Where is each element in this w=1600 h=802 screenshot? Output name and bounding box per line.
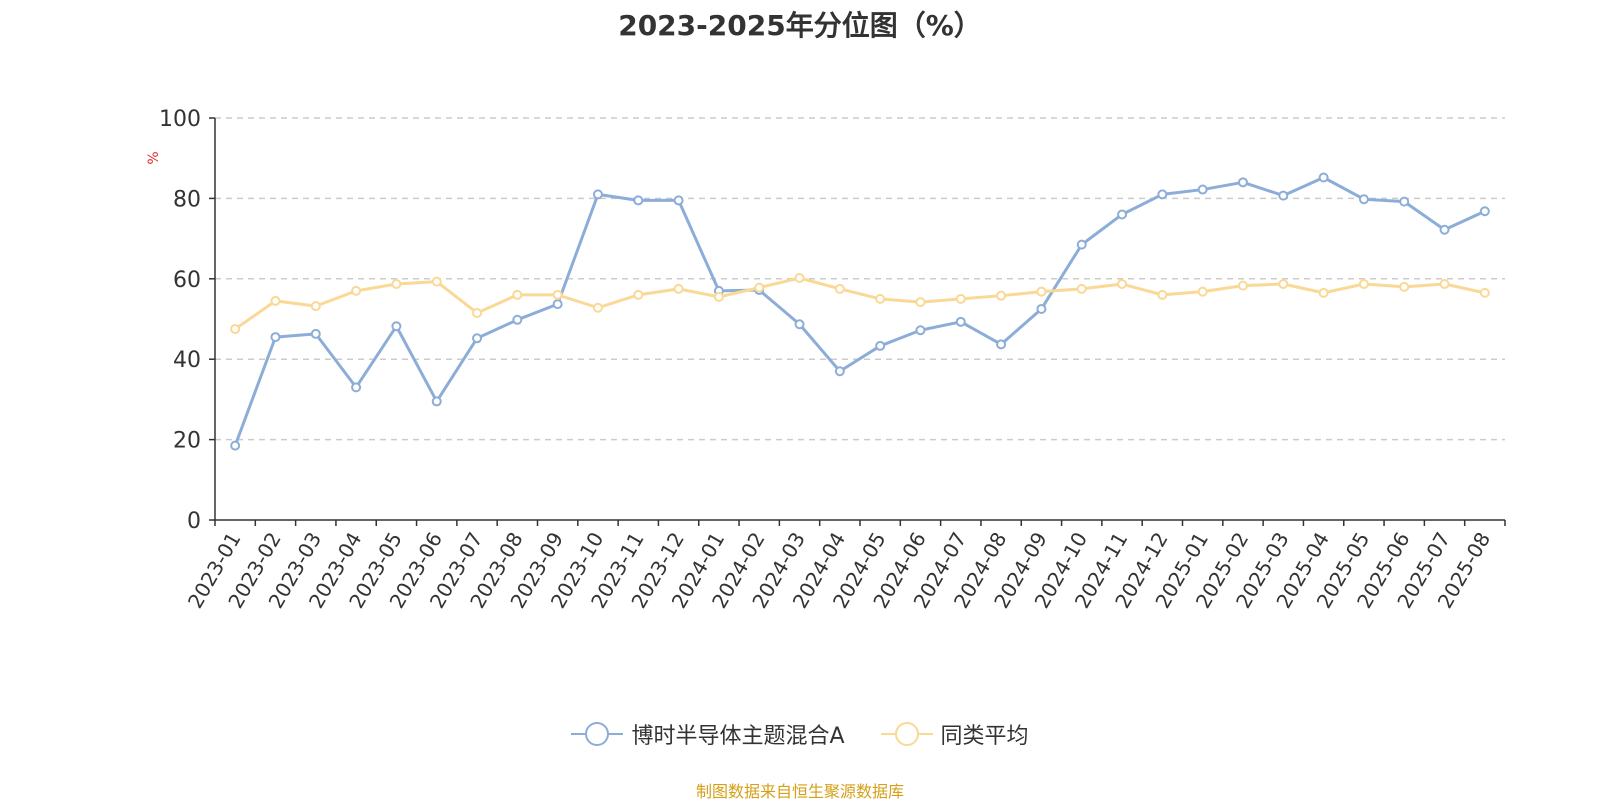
y-tick-label: 0 (187, 509, 201, 534)
data-point[interactable] (230, 324, 241, 335)
y-tick-label: 40 (173, 348, 201, 373)
data-point[interactable] (794, 272, 805, 283)
data-point[interactable] (431, 276, 442, 287)
data-point[interactable] (1318, 172, 1329, 183)
data-point[interactable] (875, 340, 886, 351)
x-tick-labels: 2023-012023-022023-032023-042023-052023-… (183, 528, 1495, 612)
data-point[interactable] (1358, 279, 1369, 290)
data-point[interactable] (1439, 279, 1450, 290)
data-point[interactable] (1318, 287, 1329, 298)
data-point[interactable] (1197, 184, 1208, 195)
legend-marker-fund-icon (571, 720, 624, 748)
data-point[interactable] (351, 285, 362, 296)
data-point[interactable] (512, 289, 523, 300)
legend-label-fund: 博时半导体主题混合A (631, 724, 845, 749)
data-point[interactable] (391, 279, 402, 290)
data-point[interactable] (996, 290, 1007, 301)
data-point[interactable] (1278, 279, 1289, 290)
data-point[interactable] (1117, 209, 1128, 220)
data-point[interactable] (834, 366, 845, 377)
data-point[interactable] (673, 195, 684, 206)
data-point[interactable] (955, 293, 966, 304)
data-point[interactable] (552, 299, 563, 310)
legend: 博时半导体主题混合A 同类平均 (0, 718, 1600, 750)
grid-lines (215, 117, 1505, 441)
data-point[interactable] (1479, 287, 1490, 298)
data-point[interactable] (713, 291, 724, 302)
data-point[interactable] (834, 283, 845, 294)
data-point[interactable] (673, 283, 684, 294)
data-point[interactable] (1237, 280, 1248, 291)
legend-item-fund[interactable]: 博时半导体主题混合A (571, 718, 845, 750)
y-tick-label: 100 (159, 107, 201, 132)
data-point[interactable] (1399, 281, 1410, 292)
series-line-1 (234, 276, 1486, 331)
data-point[interactable] (1479, 206, 1490, 217)
data-point[interactable] (552, 289, 563, 300)
data-point[interactable] (472, 307, 483, 318)
data-point[interactable] (592, 302, 603, 313)
data-point[interactable] (955, 316, 966, 327)
data-point[interactable] (915, 325, 926, 336)
data-point[interactable] (592, 189, 603, 200)
data-point[interactable] (310, 328, 321, 339)
data-point[interactable] (996, 339, 1007, 350)
data-point[interactable] (915, 297, 926, 308)
axes (209, 117, 1506, 526)
legend-item-average[interactable]: 同类平均 (880, 718, 1029, 750)
data-point[interactable] (1036, 286, 1047, 297)
legend-label-average: 同类平均 (940, 724, 1029, 749)
data-point[interactable] (472, 333, 483, 344)
data-source-note: 制图数据来自恒生聚源数据库 (695, 782, 904, 801)
data-point[interactable] (1157, 189, 1168, 200)
data-point[interactable] (1197, 286, 1208, 297)
data-point[interactable] (875, 293, 886, 304)
y-tick-label: 60 (173, 268, 201, 293)
y-axis-label: % (146, 151, 162, 164)
data-point[interactable] (310, 301, 321, 312)
y-tick-label: 20 (173, 429, 201, 454)
chart-title: 2023-2025年分位图（%） (618, 9, 982, 42)
series (230, 172, 1490, 451)
data-point[interactable] (1358, 194, 1369, 205)
data-point[interactable] (1237, 177, 1248, 188)
data-point[interactable] (754, 282, 765, 293)
data-point[interactable] (431, 396, 442, 407)
data-point[interactable] (633, 195, 644, 206)
data-point[interactable] (1076, 283, 1087, 294)
data-point[interactable] (1439, 224, 1450, 235)
data-point[interactable] (1157, 289, 1168, 300)
data-point[interactable] (1399, 196, 1410, 207)
y-tick-label: 80 (173, 187, 201, 212)
data-point[interactable] (1036, 303, 1047, 314)
data-point[interactable] (633, 289, 644, 300)
data-point[interactable] (270, 332, 281, 343)
data-point[interactable] (270, 295, 281, 306)
data-point[interactable] (1117, 279, 1128, 290)
data-point[interactable] (1076, 239, 1087, 250)
legend-marker-average-icon (880, 720, 933, 748)
data-point[interactable] (391, 321, 402, 332)
series-line-0 (233, 175, 1486, 447)
data-point[interactable] (512, 314, 523, 325)
data-point[interactable] (794, 319, 805, 330)
y-tick-labels: 0 20 40 60 80 100 (159, 107, 201, 534)
data-point[interactable] (1278, 190, 1289, 201)
data-point[interactable] (351, 382, 362, 393)
data-point[interactable] (230, 440, 241, 451)
